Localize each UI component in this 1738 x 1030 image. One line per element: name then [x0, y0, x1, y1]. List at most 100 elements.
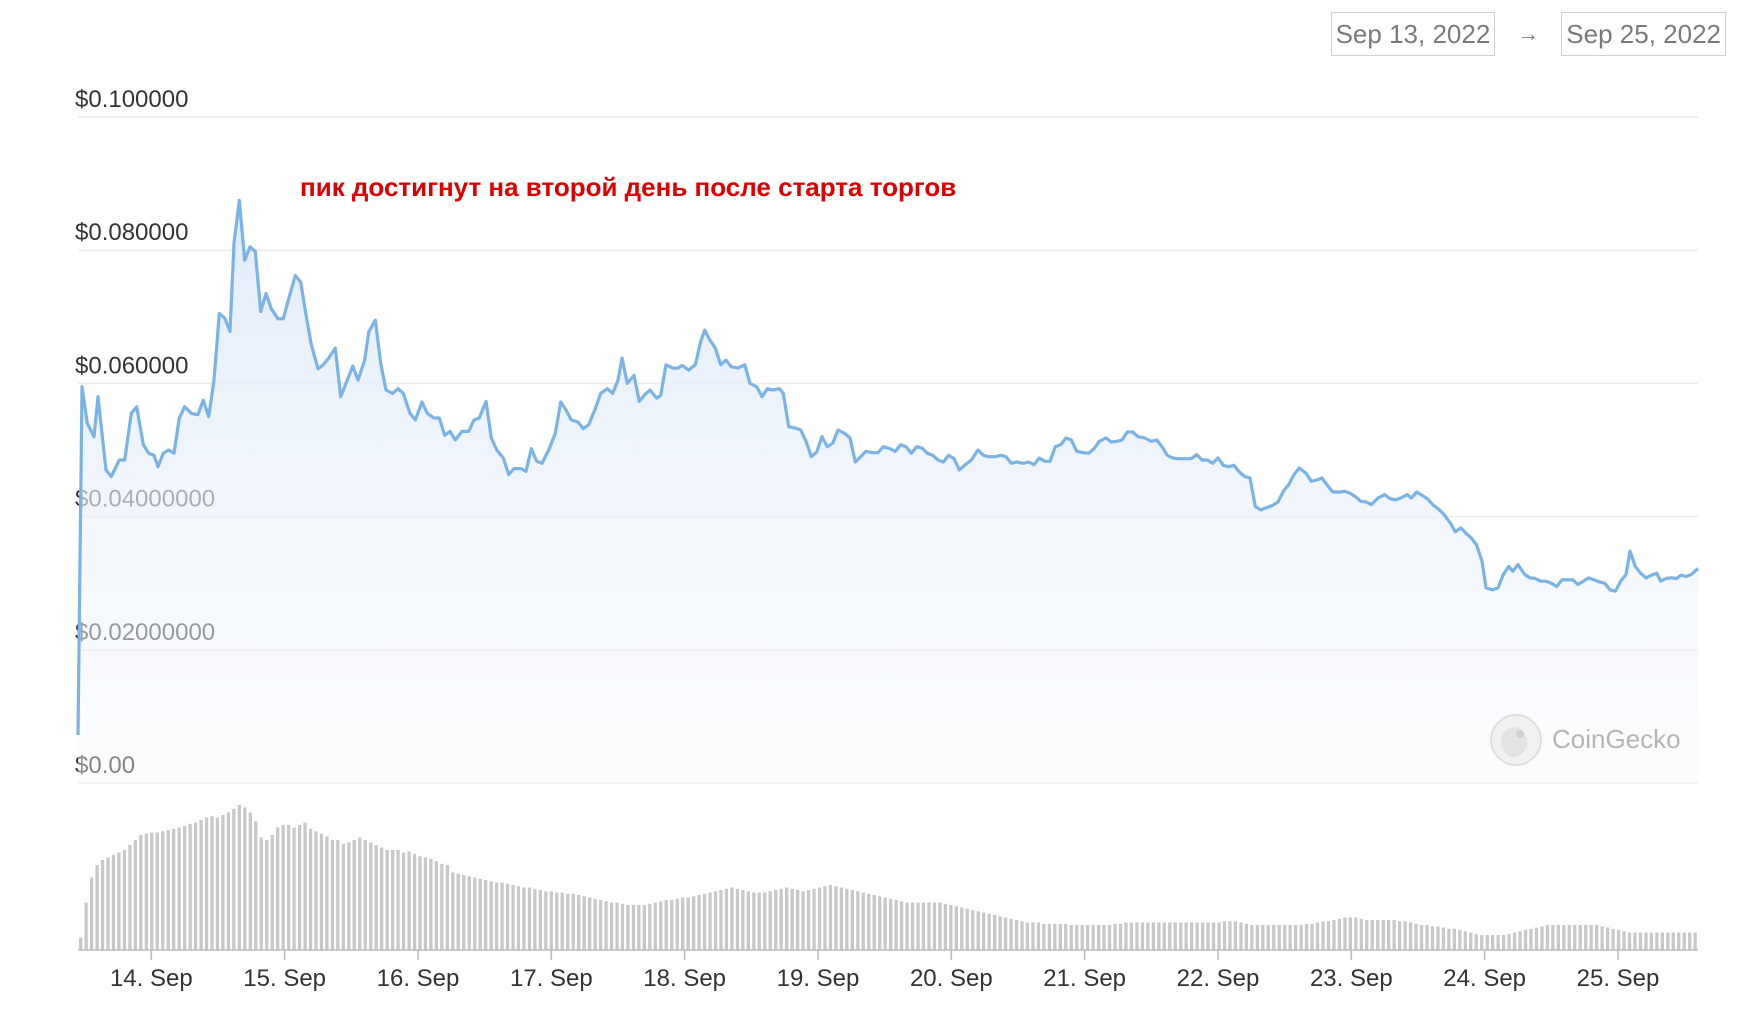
- volume-bar: [1649, 932, 1653, 950]
- x-tick-label: 21. Sep: [1043, 965, 1126, 992]
- volume-bar: [1540, 926, 1544, 951]
- volume-bar: [932, 902, 937, 950]
- volume-bar: [1097, 925, 1101, 950]
- volume-bar: [84, 902, 88, 950]
- volume-bar: [1124, 922, 1128, 950]
- volume-bar: [1025, 922, 1030, 950]
- volume-bar: [785, 887, 789, 950]
- volume-bar: [971, 910, 975, 950]
- volume-bar: [1190, 922, 1194, 950]
- volume-bar: [1168, 922, 1172, 950]
- volume-bar: [155, 832, 159, 950]
- volume-bar: [730, 887, 734, 950]
- volume-bar: [664, 900, 668, 950]
- volume-bar: [511, 885, 515, 950]
- volume-bar: [199, 820, 203, 950]
- volume-bar: [1414, 923, 1418, 951]
- date-to-field[interactable]: Sep 25, 2022: [1561, 12, 1726, 56]
- volume-bar: [177, 827, 181, 950]
- volume-bar: [757, 892, 761, 950]
- volume-bar: [577, 895, 581, 950]
- volume-bar: [1058, 923, 1062, 951]
- volume-bar: [828, 885, 833, 950]
- volume-bar: [1222, 921, 1227, 951]
- volume-bar: [204, 817, 209, 950]
- x-axis-labels: 14. Sep 15. Sep 16. Sep 17. Sep 18. Sep 19. S…: [110, 950, 1659, 992]
- volume-bar: [1595, 925, 1599, 950]
- x-tick-label: 17. Sep: [510, 965, 593, 992]
- volume-bar: [1660, 932, 1664, 950]
- y-tick-label: $0.080000: [75, 219, 188, 246]
- volume-bars: [78, 805, 1698, 951]
- volume-bar: [117, 852, 121, 950]
- volume-bar: [817, 887, 822, 950]
- volume-bar: [1562, 925, 1566, 950]
- volume-bar: [265, 840, 269, 950]
- volume-bar: [281, 825, 285, 950]
- volume-bar: [193, 822, 198, 950]
- volume-bar: [456, 873, 460, 951]
- volume-bar: [1622, 931, 1626, 951]
- volume-bar: [741, 890, 745, 950]
- volume-bar: [910, 902, 915, 950]
- volume-bar: [1217, 922, 1221, 950]
- volume-bar: [538, 890, 542, 950]
- volume-bar: [1502, 935, 1506, 950]
- volume-bar: [1447, 928, 1451, 951]
- volume-bar: [1261, 925, 1265, 950]
- volume-bar: [319, 833, 324, 951]
- volume-bar: [702, 893, 707, 951]
- volume-bar: [1239, 922, 1243, 950]
- volume-bar: [598, 900, 603, 950]
- volume-bar: [1523, 930, 1528, 950]
- volume-bar: [905, 902, 909, 950]
- volume-bar: [314, 831, 318, 951]
- volume-bar: [659, 901, 663, 951]
- volume-bar: [221, 815, 225, 950]
- volume-bar: [1655, 932, 1659, 950]
- volume-bar: [445, 865, 449, 950]
- volume-bar: [369, 842, 373, 950]
- volume-bar: [248, 812, 252, 950]
- volume-bar: [1157, 922, 1161, 950]
- volume-bar: [380, 847, 384, 950]
- arrow-right-icon: →: [1517, 21, 1540, 46]
- volume-bar: [609, 902, 614, 950]
- volume-bar: [100, 860, 105, 950]
- volume-bar: [889, 898, 893, 951]
- volume-bar: [1589, 925, 1593, 950]
- x-tick-label: 14. Sep: [110, 965, 193, 992]
- volume-bar: [1688, 932, 1692, 950]
- volume-bar: [976, 911, 980, 951]
- volume-bar: [1140, 922, 1145, 950]
- volume-bar: [1452, 928, 1456, 951]
- volume-bar: [308, 828, 313, 951]
- volume-bar: [172, 828, 176, 951]
- volume-bar: [1430, 926, 1435, 951]
- volume-bar: [1474, 933, 1478, 951]
- volume-bar: [899, 901, 904, 951]
- volume-bar: [1337, 918, 1342, 951]
- volume-bar: [1042, 923, 1046, 951]
- volume-bar: [1272, 925, 1276, 950]
- volume-bar: [894, 900, 898, 950]
- volume-bar: [423, 857, 428, 950]
- volume-bar: [921, 902, 926, 950]
- volume-bar: [1343, 917, 1347, 950]
- volume-bar: [1606, 927, 1610, 950]
- volume-bar: [352, 840, 356, 950]
- volume-bar: [1211, 922, 1216, 950]
- volume-bar: [987, 913, 991, 951]
- volume-bar: [1573, 925, 1577, 950]
- volume-bar: [434, 861, 438, 951]
- volume-bar: [692, 896, 696, 951]
- volume-bar: [1315, 922, 1320, 950]
- volume-bar: [396, 850, 400, 950]
- volume-bar: [341, 843, 345, 951]
- date-from-field[interactable]: Sep 13, 2022: [1330, 12, 1496, 56]
- volume-bar: [566, 893, 570, 951]
- volume-bar: [1682, 932, 1686, 950]
- volume-bar: [473, 877, 477, 950]
- volume-bar: [391, 850, 395, 950]
- volume-bar: [111, 855, 116, 950]
